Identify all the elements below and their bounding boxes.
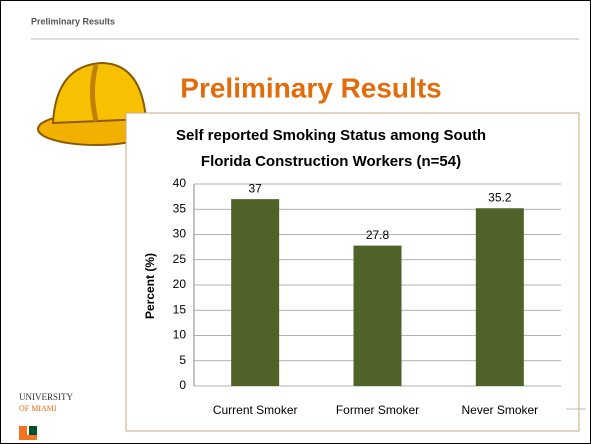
logo-line2: OF MIAMI — [19, 404, 57, 413]
bar — [475, 208, 524, 386]
data-label: 35.2 — [488, 190, 512, 204]
y-tick-label: 10 — [173, 328, 187, 342]
y-tick-label: 30 — [173, 227, 187, 241]
slide-title: Preliminary Results — [180, 72, 441, 103]
y-tick-label: 20 — [173, 277, 187, 291]
chart-title: Self reported Smoking Status among South… — [175, 127, 487, 170]
header-label: Preliminary Results — [31, 16, 115, 26]
y-tick-label: 35 — [173, 201, 187, 215]
x-tick-label: Current Smoker — [213, 403, 298, 417]
y-tick-label: 40 — [173, 176, 187, 190]
y-tick-label: 25 — [173, 252, 187, 266]
x-tick-label: Former Smoker — [336, 403, 419, 417]
data-label: 27.8 — [366, 228, 390, 242]
bar — [353, 245, 402, 386]
y-tick-label: 5 — [179, 353, 186, 367]
y-tick-label: 15 — [173, 302, 187, 316]
bar — [231, 199, 280, 386]
hard-hat — [37, 61, 155, 146]
logo-mark — [19, 426, 37, 440]
y-tick-label: 0 — [179, 378, 186, 392]
x-tick-label: Never Smoker — [461, 403, 538, 417]
data-label: 37 — [248, 181, 262, 195]
y-axis-label: Percent (%) — [143, 253, 157, 319]
logo-line1: UNIVERSITY — [19, 392, 73, 402]
